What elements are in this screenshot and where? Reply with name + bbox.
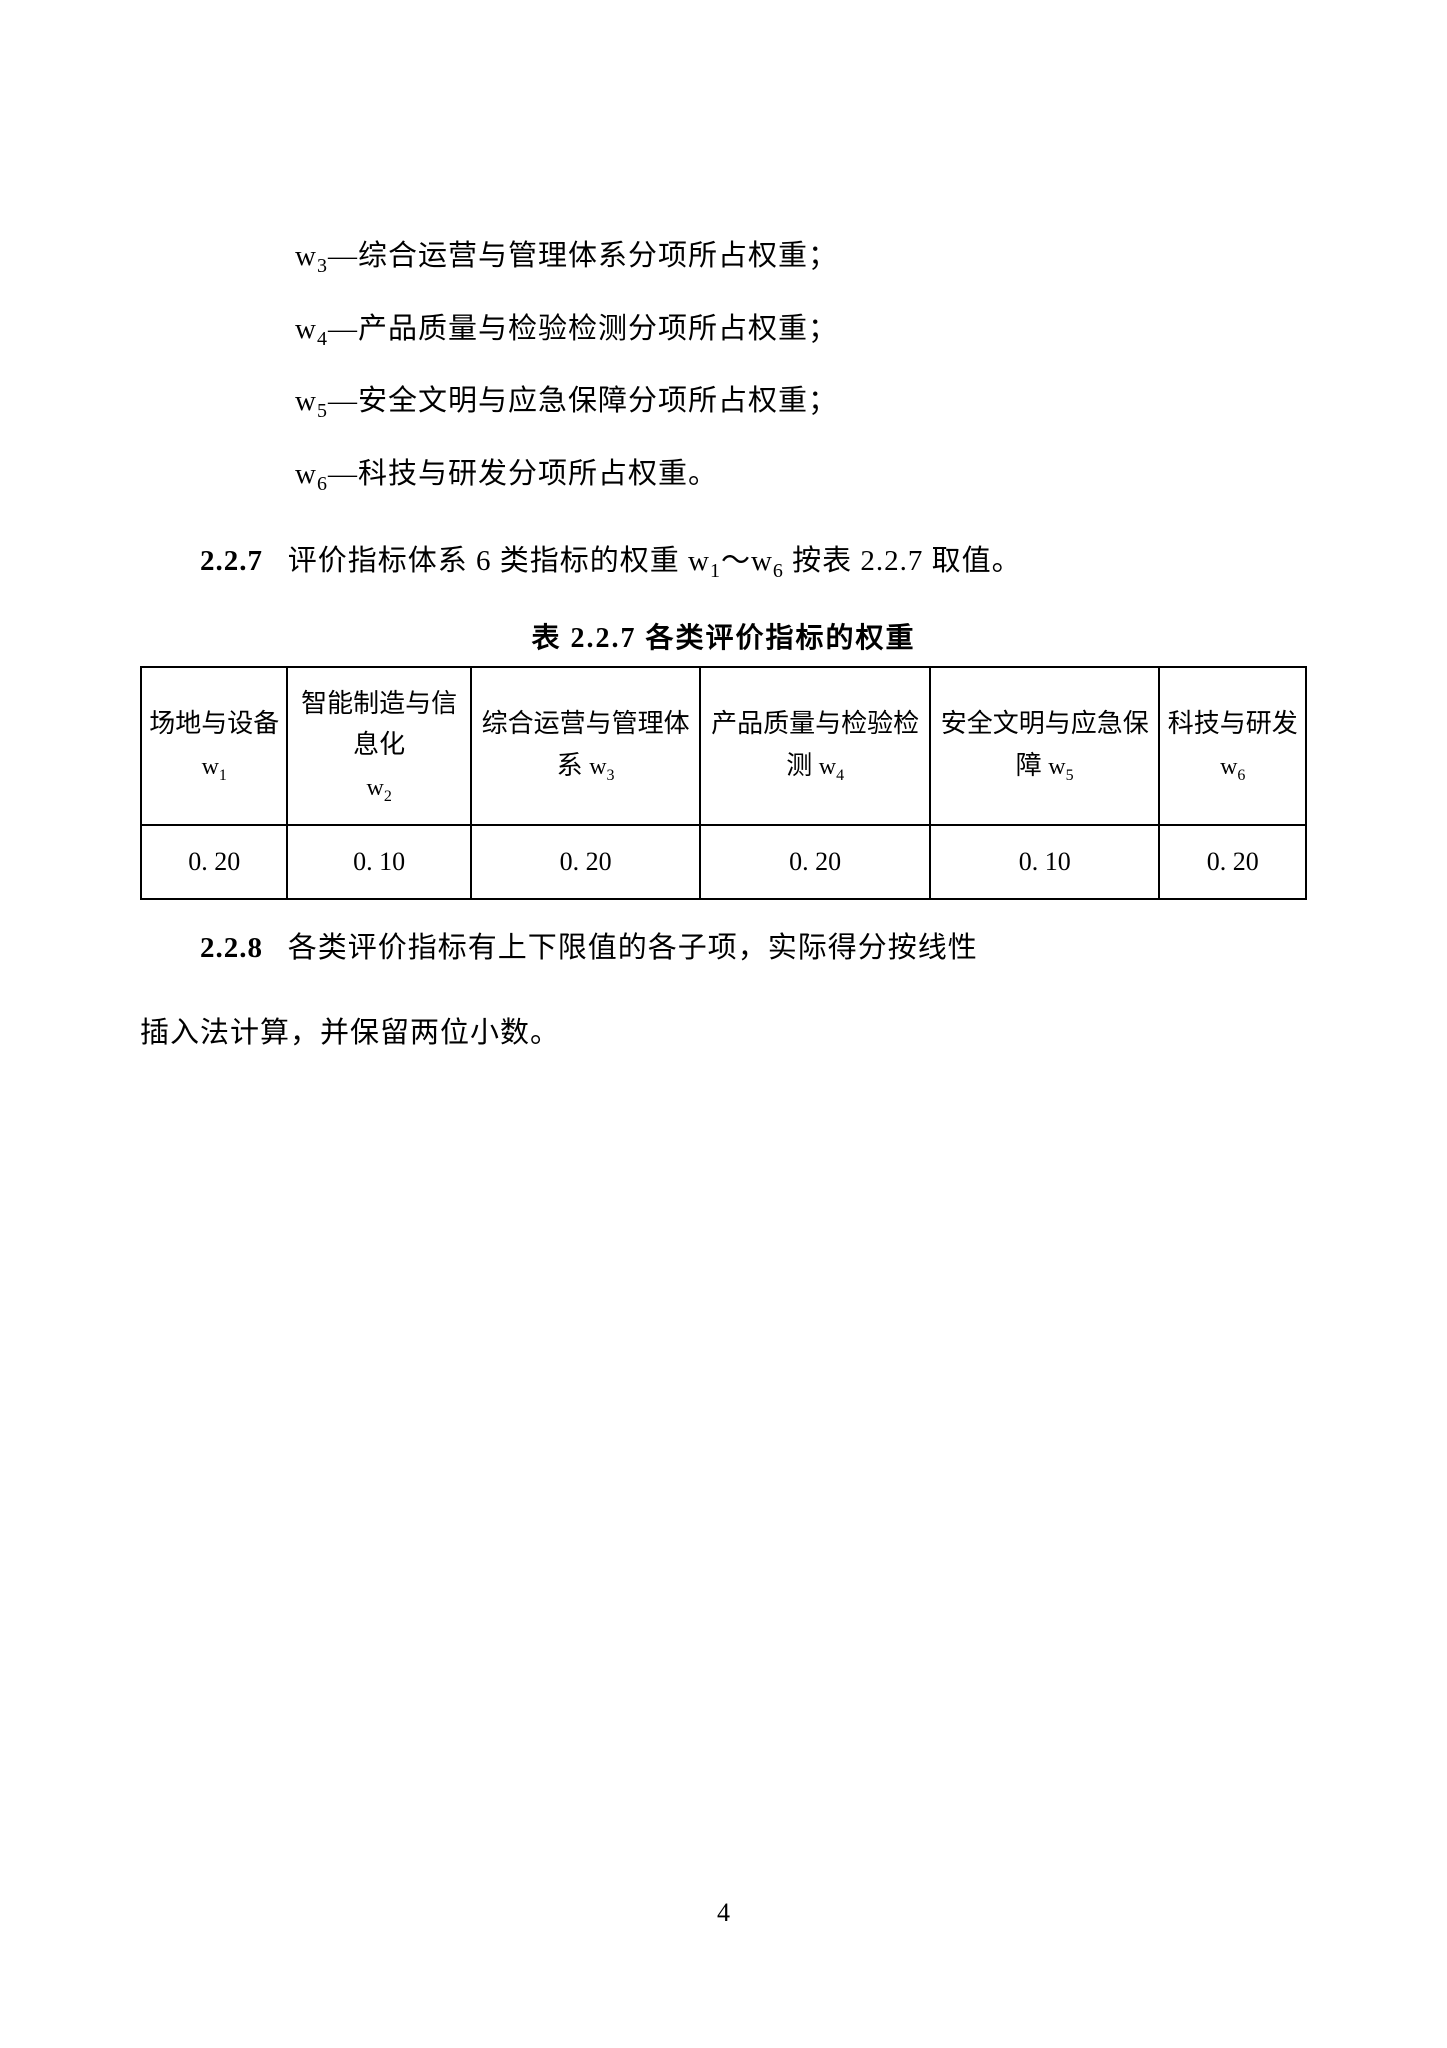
tilde: ～ (721, 545, 751, 577)
definition-text: —安全文明与应急保障分项所占权重； (328, 385, 838, 417)
wsub: 4 (836, 767, 844, 784)
var-sub: 4 (317, 327, 328, 349)
section-number: 2.2.7 (200, 545, 263, 577)
table-header-cell: 智能制造与信息化 w2 (287, 667, 470, 826)
definition-text: —综合运营与管理体系分项所占权重； (328, 240, 838, 272)
table-header-cell: 产品质量与检验检测 w4 (700, 667, 930, 826)
header-label: 场地与设备 (149, 709, 279, 738)
table-cell: 0. 20 (700, 825, 930, 899)
var-sub: 6 (317, 472, 328, 494)
var-prefix: w (295, 240, 317, 272)
var-sub: 5 (317, 400, 328, 422)
section-number: 2.2.8 (200, 932, 263, 964)
table-header-cell: 综合运营与管理体系 w3 (471, 667, 701, 826)
header-label: 产品质量与检验检测 (711, 709, 919, 780)
table-header-cell: 场地与设备 w1 (141, 667, 287, 826)
var-prefix: w (295, 458, 317, 490)
var-sub: 3 (317, 255, 328, 277)
table-cell: 0. 10 (930, 825, 1160, 899)
header-label: 综合运营与管理体系 (482, 709, 690, 780)
table-cell: 0. 20 (141, 825, 287, 899)
header-label: 智能制造与信息化 (301, 689, 457, 760)
wsub: 5 (1066, 767, 1074, 784)
definition-w6: w6—科技与研发分项所占权重。 (295, 438, 1307, 511)
table-cell: 0. 20 (1159, 825, 1306, 899)
definition-w5: w5—安全文明与应急保障分项所占权重； (295, 365, 1307, 438)
text-after: 按表 2.2.7 取值。 (784, 545, 1022, 577)
wvar: w (1048, 754, 1065, 780)
wvar: w (1220, 754, 1237, 780)
table-caption: 表 2.2.7 各类评价指标的权重 (140, 616, 1307, 656)
definition-w3: w3—综合运营与管理体系分项所占权重； (295, 220, 1307, 293)
wsub: 2 (384, 788, 392, 805)
section-text: 评价指标体系 6 类指标的权重 w (288, 545, 710, 577)
table-header-cell: 科技与研发 w6 (1159, 667, 1306, 826)
var-prefix: w (295, 385, 317, 417)
definition-text: —产品质量与检验检测分项所占权重； (328, 313, 838, 345)
section-2-2-7: 2.2.7 评价指标体系 6 类指标的权重 w1～w6 按表 2.2.7 取值。 (140, 525, 1307, 598)
definition-w4: w4—产品质量与检验检测分项所占权重； (295, 293, 1307, 366)
wsub: 3 (607, 767, 615, 784)
sub2: 6 (773, 560, 784, 582)
table-row: 0. 20 0. 10 0. 20 0. 20 0. 10 0. 20 (141, 825, 1306, 899)
section-2-2-8-line2: 插入法计算，并保留两位小数。 (140, 997, 1307, 1070)
section-text: 各类评价指标有上下限值的各子项，实际得分按线性 (288, 932, 978, 964)
var-prefix: w (295, 313, 317, 345)
weights-table: 场地与设备 w1 智能制造与信息化w2 综合运营与管理体系 w3 产品质量与检验… (140, 666, 1307, 901)
wvar: w (589, 754, 606, 780)
header-label: 科技与研发 (1168, 709, 1298, 738)
wvar: w (366, 775, 383, 801)
section-2-2-8-line1: 2.2.8 各类评价指标有上下限值的各子项，实际得分按线性 (140, 912, 1307, 985)
table-header-row: 场地与设备 w1 智能制造与信息化w2 综合运营与管理体系 w3 产品质量与检验… (141, 667, 1306, 826)
page-number: 4 (0, 1898, 1447, 1928)
table-cell: 0. 20 (471, 825, 701, 899)
wvar: w (819, 754, 836, 780)
wvar: w (202, 754, 219, 780)
table-cell: 0. 10 (287, 825, 470, 899)
definition-text: —科技与研发分项所占权重。 (328, 458, 718, 490)
sub1: 1 (710, 560, 721, 582)
document-page: w3—综合运营与管理体系分项所占权重； w4—产品质量与检验检测分项所占权重； … (0, 0, 1447, 1069)
header-label: 安全文明与应急保障 (941, 709, 1149, 780)
table-header-cell: 安全文明与应急保障 w5 (930, 667, 1160, 826)
w2: w (751, 545, 773, 577)
wsub: 6 (1237, 767, 1245, 784)
wsub: 1 (219, 767, 227, 784)
